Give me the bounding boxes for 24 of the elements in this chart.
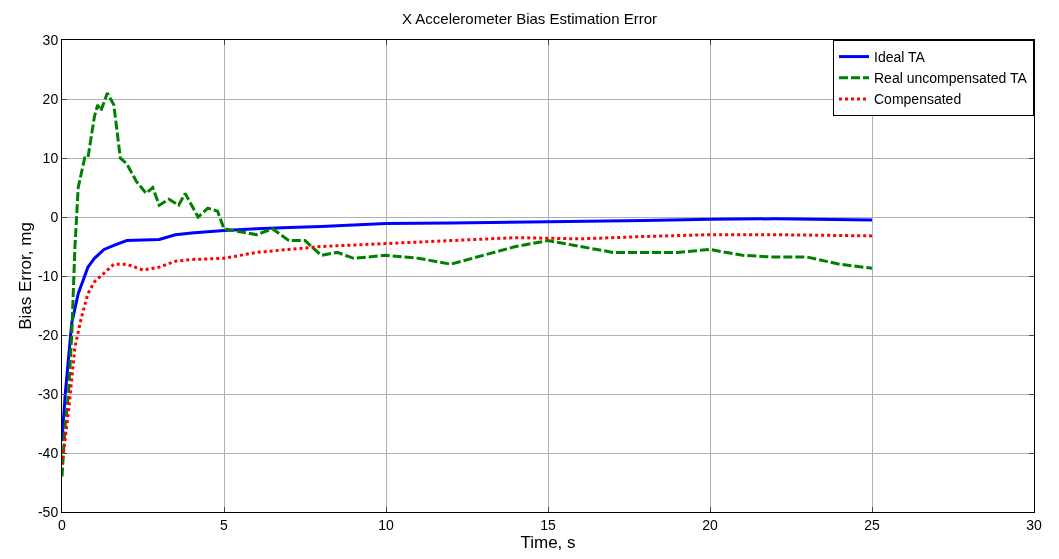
line-series	[62, 91, 874, 479]
y-tick-label: 20	[42, 90, 59, 107]
x-tick-label: 10	[378, 516, 394, 533]
line-series	[62, 217, 874, 443]
x-tick-label: 25	[864, 516, 880, 533]
y-tick-label: 0	[50, 208, 59, 225]
y-tick-label: -50	[37, 503, 59, 520]
x-axis-title: Time, s	[520, 532, 576, 552]
x-tick-label: 20	[702, 516, 718, 533]
y-tick-label: 30	[42, 31, 59, 48]
legend-label: Ideal TA	[874, 49, 926, 66]
x-tick-label: 5	[220, 516, 229, 533]
chart-title: X Accelerometer Bias Estimation Error	[401, 10, 658, 28]
y-tick-label: -30	[37, 385, 59, 402]
line-series	[62, 233, 874, 467]
y-tick-label: -40	[37, 444, 59, 461]
x-tick-label: 15	[540, 516, 556, 533]
x-tick-label: 30	[1026, 516, 1042, 533]
legend-label: Real uncompensated TA	[874, 70, 1028, 87]
y-axis-title: Bias Error, mg	[15, 222, 35, 330]
y-tick-label: -20	[37, 326, 59, 343]
y-tick-label: 10	[42, 149, 59, 166]
legend-label: Compensated	[874, 91, 962, 108]
y-tick-label: -10	[37, 267, 59, 284]
